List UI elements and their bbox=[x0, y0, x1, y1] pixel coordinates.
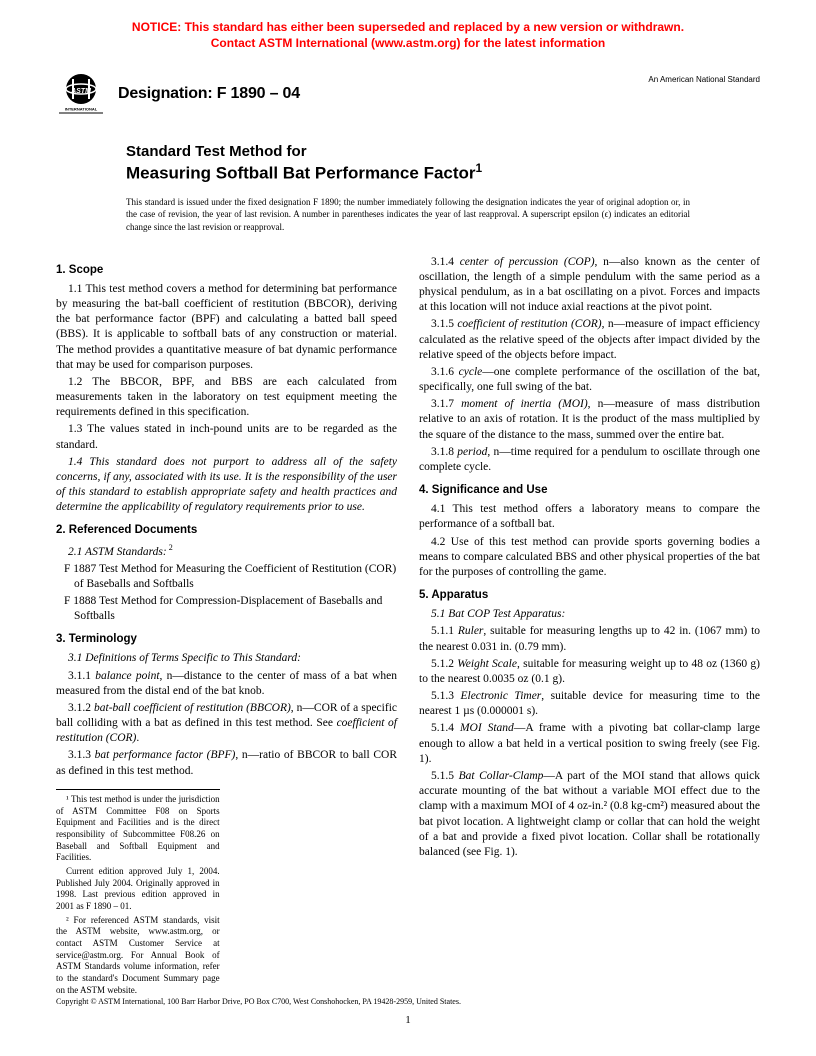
t318a: 3.1.8 bbox=[431, 446, 457, 458]
notice-line2: Contact ASTM International (www.astm.org… bbox=[211, 36, 605, 50]
page-number: 1 bbox=[56, 1014, 760, 1026]
app-5-1-4: 5.1.4 MOI Stand—A frame with a pivoting … bbox=[419, 721, 760, 767]
t317b: moment of inertia (MOI) bbox=[461, 398, 588, 410]
scope-1-2: 1.2 The BBCOR, BPF, and BBS are each cal… bbox=[56, 375, 397, 421]
t313b: bat performance factor (BPF) bbox=[95, 749, 236, 761]
ref-2-1-text: 2.1 ASTM Standards: bbox=[68, 545, 167, 557]
term-3-1-5: 3.1.5 coefficient of restitution (COR), … bbox=[419, 317, 760, 363]
a512b: Weight Scale bbox=[457, 658, 517, 670]
a514b: MOI Stand bbox=[460, 722, 514, 734]
header-right-text: An American National Standard bbox=[648, 69, 760, 84]
t314b: center of percussion (COP) bbox=[460, 256, 595, 268]
t312b: bat-ball coefficient of restitution (BBC… bbox=[94, 702, 291, 714]
a514a: 5.1.4 bbox=[431, 722, 460, 734]
term-3-1-7: 3.1.7 moment of inertia (MOI), n—measure… bbox=[419, 397, 760, 443]
designation-text: Designation: F 1890 – 04 bbox=[118, 85, 300, 103]
scope-1-4: 1.4 This standard does not purport to ad… bbox=[56, 455, 397, 516]
notice-banner: NOTICE: This standard has either been su… bbox=[56, 20, 760, 51]
issued-note: This standard is issued under the fixed … bbox=[126, 196, 690, 232]
ref-2-1-sup: 2 bbox=[167, 543, 173, 552]
t313a: 3.1.3 bbox=[68, 749, 95, 761]
a513a: 5.1.3 bbox=[431, 690, 460, 702]
t312a: 3.1.2 bbox=[68, 702, 94, 714]
a515c: —A part of the MOI stand that allows qui… bbox=[419, 770, 760, 858]
sig-4-1: 4.1 This test method offers a laboratory… bbox=[419, 502, 760, 532]
app-head: 5. Apparatus bbox=[419, 588, 760, 603]
a515a: 5.1.5 bbox=[431, 770, 459, 782]
t312e: . bbox=[136, 732, 139, 744]
app-5-1-5: 5.1.5 Bat Collar-Clamp—A part of the MOI… bbox=[419, 769, 760, 860]
scope-1-3: 1.3 The values stated in inch-pound unit… bbox=[56, 422, 397, 452]
a512a: 5.1.2 bbox=[431, 658, 457, 670]
sig-4-2: 4.2 Use of this test method can provide … bbox=[419, 535, 760, 581]
a515b: Bat Collar-Clamp bbox=[459, 770, 544, 782]
footnotes-block: ¹ This test method is under the jurisdic… bbox=[56, 789, 220, 997]
header-left: ASTM INTERNATIONAL Designation: F 1890 –… bbox=[56, 69, 300, 119]
bottom-block: Copyright © ASTM International, 100 Barr… bbox=[56, 997, 760, 1026]
title-block: Standard Test Method for Measuring Softb… bbox=[126, 143, 690, 184]
term-3-1-6: 3.1.6 cycle—one complete performance of … bbox=[419, 365, 760, 395]
svg-text:ASTM: ASTM bbox=[70, 88, 91, 95]
footnote-2: ² For referenced ASTM standards, visit t… bbox=[56, 915, 220, 997]
t318b: period bbox=[457, 446, 487, 458]
astm-logo-icon: ASTM INTERNATIONAL bbox=[56, 69, 106, 119]
title-sup: 1 bbox=[476, 161, 483, 175]
t311a: 3.1.1 bbox=[68, 670, 95, 682]
notice-line1: NOTICE: This standard has either been su… bbox=[132, 20, 684, 34]
app-5-1-3: 5.1.3 Electronic Timer, suitable device … bbox=[419, 689, 760, 719]
term-head: 3. Terminology bbox=[56, 632, 397, 647]
t316b: cycle bbox=[459, 366, 483, 378]
ref-2-1: 2.1 ASTM Standards: 2 bbox=[56, 543, 397, 560]
a511b: Ruler bbox=[458, 625, 484, 637]
app-5-1-1: 5.1.1 Ruler, suitable for measuring leng… bbox=[419, 624, 760, 654]
scope-1-1: 1.1 This test method covers a method for… bbox=[56, 282, 397, 373]
sig-head: 4. Significance and Use bbox=[419, 483, 760, 498]
term-3-1-4: 3.1.4 center of percussion (COP), n—also… bbox=[419, 255, 760, 316]
t311b: balance point bbox=[95, 670, 159, 682]
term-3-1-1: 3.1.1 balance point, n—distance to the c… bbox=[56, 669, 397, 699]
footnote-1b: Current edition approved July 1, 2004. P… bbox=[56, 866, 220, 913]
t314a: 3.1.4 bbox=[431, 256, 460, 268]
app-5-1: 5.1 Bat COP Test Apparatus: bbox=[419, 607, 760, 622]
a511a: 5.1.1 bbox=[431, 625, 458, 637]
ref-f1888: F 1888 Test Method for Compression-Displ… bbox=[56, 594, 397, 624]
ref-head: 2. Referenced Documents bbox=[56, 523, 397, 538]
ref-f1887: F 1887 Test Method for Measuring the Coe… bbox=[56, 562, 397, 592]
a513b: Electronic Timer bbox=[460, 690, 541, 702]
svg-text:INTERNATIONAL: INTERNATIONAL bbox=[65, 107, 98, 112]
footnote-1: ¹ This test method is under the jurisdic… bbox=[56, 794, 220, 864]
scope-head: 1. Scope bbox=[56, 263, 397, 278]
header-row: ASTM INTERNATIONAL Designation: F 1890 –… bbox=[56, 69, 760, 119]
t317a: 3.1.7 bbox=[431, 398, 461, 410]
term-3-1-3: 3.1.3 bat performance factor (BPF), n—ra… bbox=[56, 748, 397, 778]
title-line1: Standard Test Method for bbox=[126, 143, 690, 161]
title-line2-text: Measuring Softball Bat Performance Facto… bbox=[126, 164, 476, 183]
t316a: 3.1.6 bbox=[431, 366, 459, 378]
term-3-1-2: 3.1.2 bat-ball coefficient of restitutio… bbox=[56, 701, 397, 747]
t315b: coefficient of restitution (COR) bbox=[457, 318, 601, 330]
copyright-text: Copyright © ASTM International, 100 Barr… bbox=[56, 997, 760, 1006]
app-5-1-2: 5.1.2 Weight Scale, suitable for measuri… bbox=[419, 657, 760, 687]
t315a: 3.1.5 bbox=[431, 318, 457, 330]
term-3-1-8: 3.1.8 period, n—time required for a pend… bbox=[419, 445, 760, 475]
term-3-1: 3.1 Definitions of Terms Specific to Thi… bbox=[56, 651, 397, 666]
title-line2: Measuring Softball Bat Performance Facto… bbox=[126, 161, 690, 184]
body-columns: 1. Scope 1.1 This test method covers a m… bbox=[56, 255, 760, 997]
